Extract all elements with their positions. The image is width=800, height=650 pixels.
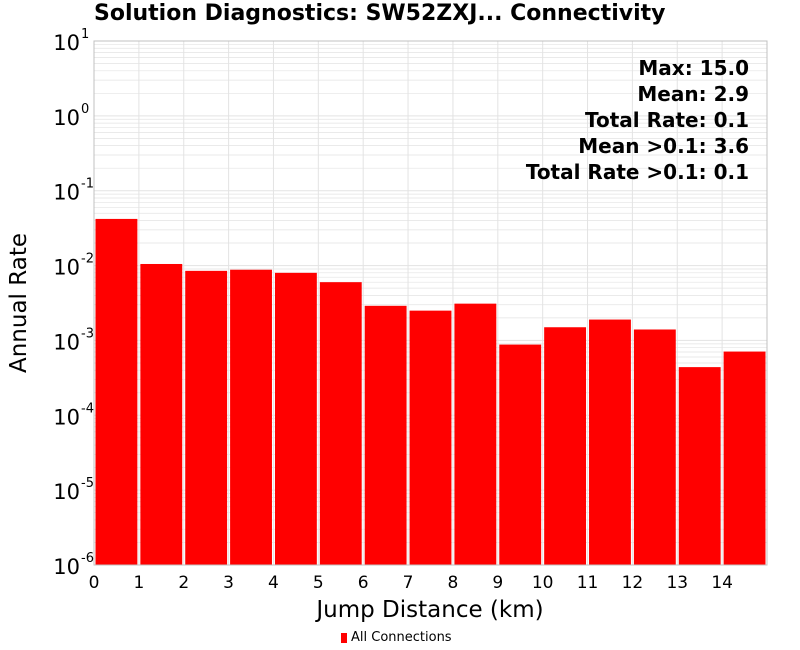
bar-2 [185,270,228,565]
x-axis-ticks: 0 1 2 3 4 5 6 7 8 9 10 11 12 13 14 [89,573,733,593]
bar-8 [454,303,497,565]
y-tick-base: 10 [53,330,80,354]
y-tick-exponent: -3 [81,326,94,341]
x-tick-8: 8 [448,573,459,593]
y-tick-base: 10 [53,555,80,579]
bar-7 [409,310,452,565]
y-tick-7: 10 -6 [53,551,94,579]
x-tick-11: 11 [577,573,599,593]
x-tick-3: 3 [223,573,234,593]
y-tick-exponent: -4 [81,401,94,416]
x-tick-6: 6 [358,573,369,593]
y-tick-exponent: -1 [81,177,94,192]
x-axis-label: Jump Distance (km) [314,597,543,623]
legend-label: All Connections [351,630,452,645]
annotation-0: Max: 15.0 [638,56,749,80]
bar-6 [364,305,407,565]
y-tick-4: 10 -3 [53,326,94,354]
bar-12 [633,329,676,565]
y-tick-base: 10 [53,181,80,205]
x-tick-0: 0 [89,573,100,593]
y-tick-base: 10 [53,31,80,55]
x-tick-5: 5 [313,573,324,593]
x-tick-7: 7 [403,573,414,593]
bars [95,218,766,566]
y-tick-3: 10 -2 [53,252,94,280]
y-tick-5: 10 -4 [53,401,94,429]
y-tick-base: 10 [53,480,80,504]
legend: All Connections [341,630,452,645]
bar-11 [589,319,631,565]
bar-5 [319,282,362,565]
y-axis-label: Annual Rate [6,233,32,373]
y-tick-base: 10 [53,256,80,280]
annotation-2: Total Rate: 0.1 [585,108,749,132]
annotation-1: Mean: 2.9 [637,82,749,106]
y-tick-6: 10 -5 [53,476,94,504]
bar-13 [678,367,721,565]
y-tick-exponent: 1 [81,27,89,42]
y-tick-exponent: -2 [81,252,94,267]
x-tick-10: 10 [532,573,554,593]
legend-swatch [341,632,347,643]
y-tick-base: 10 [53,106,80,130]
annotation-3: Mean >0.1: 3.6 [578,134,749,158]
annotation-4: Total Rate >0.1: 0.1 [526,160,749,184]
y-tick-base: 10 [53,405,80,429]
chart-title: Solution Diagnostics: SW52ZXJ... Connect… [94,1,666,26]
bar-4 [274,272,317,565]
x-tick-12: 12 [622,573,644,593]
x-tick-14: 14 [711,573,733,593]
bar-0 [95,218,138,566]
x-tick-1: 1 [133,573,144,593]
x-tick-2: 2 [178,573,189,593]
bar-1 [140,263,183,565]
bar-14 [723,351,766,565]
bar-9 [499,344,542,565]
plot-border [93,40,768,566]
bar-10 [544,327,587,565]
x-tick-4: 4 [268,573,279,593]
x-tick-9: 9 [492,573,503,593]
x-tick-13: 13 [666,573,688,593]
y-tick-exponent: -6 [81,551,94,566]
y-tick-1: 10 0 [53,102,89,130]
bar-3 [230,269,272,565]
y-tick-exponent: 0 [81,102,89,117]
y-tick-0: 10 1 [53,27,89,55]
y-tick-exponent: -5 [81,476,94,491]
y-tick-2: 10 -1 [53,177,94,205]
